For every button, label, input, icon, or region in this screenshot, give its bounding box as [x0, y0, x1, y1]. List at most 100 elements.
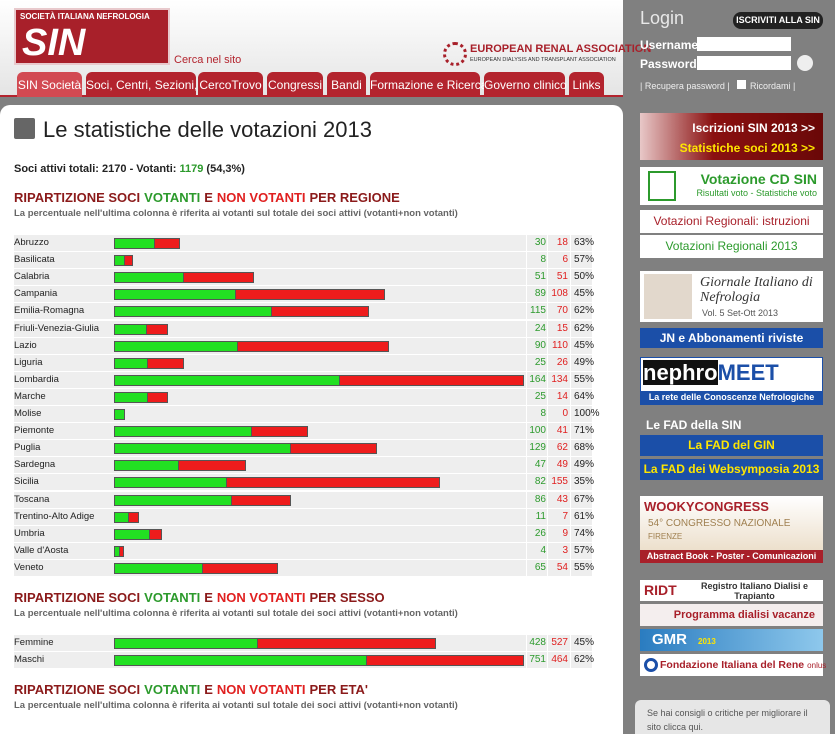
nav-tab[interactable]: Formazione e Ricerca [370, 72, 487, 97]
region-name: Umbria [14, 527, 45, 539]
era-title[interactable]: EUROPEAN RENAL ASSOCIATION [470, 43, 652, 55]
bar-non-voters [251, 426, 308, 438]
region-name: Lazio [14, 339, 37, 351]
bar-voters [114, 340, 238, 352]
nav-tab[interactable]: Bandi [327, 72, 366, 97]
voters-share: 45% [570, 635, 594, 651]
recover-link[interactable]: | Recupera password | [640, 81, 730, 91]
login-button[interactable] [797, 55, 813, 71]
heading-part: NON VOTANTI [216, 682, 306, 697]
recover-text: Recupera password [644, 81, 725, 91]
section-heading: RIPARTIZIONE SOCI VOTANTI E NON VOTANTI PER … [14, 682, 372, 697]
voters-share: 62% [570, 652, 594, 669]
nav-tab[interactable]: SIN Società [17, 72, 82, 97]
voters-share: 57% [570, 542, 594, 559]
voters-count: 82 [526, 474, 547, 491]
voters-count: 8 [526, 406, 547, 422]
remember-checkbox[interactable] [737, 80, 746, 89]
section-note: La percentuale nell'ultima colonna è rif… [14, 208, 458, 219]
bar-voters [114, 289, 237, 301]
region-name: Molise [14, 408, 42, 419]
banner-vacanze[interactable]: Programma dialisi vacanze [640, 604, 823, 626]
banner-regionali[interactable]: Votazioni Regionali 2013 [640, 235, 823, 258]
table-row: Sicilia 82 155 35% [14, 474, 594, 491]
banner-text: Iscrizioni SIN 2013 >> [692, 121, 815, 135]
non-voters-count: 54 [547, 559, 569, 576]
banner-text: FIRENZE [648, 532, 683, 541]
section-note: La percentuale nell'ultima colonna è rif… [14, 608, 458, 619]
bar-non-voters [258, 638, 437, 649]
nav-tab[interactable]: Congressi [267, 72, 323, 97]
banner-ridt[interactable]: RIDT Registro Italiano Dialisi e Trapian… [640, 580, 823, 601]
region-name: Piemonte [14, 425, 55, 437]
summary-label: Soci attivi totali: [14, 163, 99, 175]
summary-label: - Votanti: [129, 163, 177, 175]
banner-congress[interactable]: WOOKYCONGRESS 54° CONGRESSO NAZIONALE FI… [640, 496, 823, 563]
non-voters-count: 464 [547, 652, 569, 669]
bar-non-voters [237, 340, 390, 352]
table-row: Umbria 26 9 74% [14, 525, 594, 542]
voters-share: 68% [570, 440, 594, 457]
region-name: Basilicata [14, 254, 55, 266]
bar-non-voters [149, 528, 163, 540]
voters-share: 64% [570, 388, 594, 405]
voters-share: 50% [570, 269, 594, 286]
non-voters-count: 70 [547, 303, 569, 320]
username-input[interactable] [697, 37, 791, 51]
table-row: Puglia 129 62 68% [14, 440, 594, 457]
banner-fad[interactable]: La FAD dei Websymposia 2013 [640, 459, 823, 480]
heading-part: E [204, 190, 213, 205]
banner-gmr[interactable]: GMR 2013 [640, 629, 823, 651]
non-voters-count: 155 [547, 474, 569, 491]
nav-tab[interactable]: Links [569, 72, 604, 97]
region-name: Toscana [14, 493, 50, 505]
non-voters-count: 41 [547, 423, 569, 440]
section-heading: RIPARTIZIONE SOCI VOTANTI E NON VOTANTI PER … [14, 590, 389, 605]
banner-iscrizioni[interactable]: Iscrizioni SIN 2013 >> Statistiche soci … [640, 113, 823, 160]
bar-non-voters [178, 460, 247, 472]
bar-voters [114, 655, 368, 667]
nav-tab[interactable]: Governo clinico [484, 72, 567, 97]
voters-count: 25 [526, 354, 547, 371]
feedback-box: Se hai consigli o critiche per migliorar… [635, 700, 830, 734]
bar-voters [114, 443, 292, 455]
banner-istruzioni[interactable]: Votazioni Regionali: istruzioni [640, 210, 823, 233]
region-name: Campania [14, 288, 58, 300]
bar-non-voters [367, 655, 524, 667]
region-name: Lombardia [14, 373, 59, 385]
logo[interactable]: SOCIETÀ ITALIANA NEFROLOGIA SIN [14, 8, 170, 65]
heading-part: VOTANTI [144, 590, 201, 605]
bar-voters [114, 511, 130, 523]
banner-nephromeet[interactable]: nephroMEET La rete delle Conoscenze Nefr… [640, 357, 823, 405]
region-name: Veneto [14, 561, 44, 573]
bar-voters [114, 562, 204, 574]
banner-giornale[interactable]: Giornale Italiano di Nefrologia Vol. 5 S… [640, 271, 823, 322]
join-button[interactable]: ISCRIVITI ALLA SIN [733, 12, 823, 29]
banner-votazione[interactable]: Votazione CD SIN Risultati voto - Statis… [640, 167, 823, 205]
feedback-text[interactable]: Se hai consigli o critiche per migliorar… [647, 708, 808, 732]
era-icon [443, 42, 467, 66]
search-link[interactable]: Cerca nel sito [174, 54, 242, 66]
table-row: Emilia-Romagna 115 70 62% [14, 303, 594, 320]
nav-tab[interactable]: CercoTrovo [198, 72, 263, 97]
voters-count: 51 [526, 269, 547, 286]
banner-fad[interactable]: La FAD del GIN [640, 435, 823, 456]
bar-voters [114, 238, 156, 249]
voters-count: 428 [526, 635, 547, 651]
heading-part: RIPARTIZIONE SOCI [14, 682, 141, 697]
table-row: Femmine 428 527 45% [14, 635, 594, 651]
heading-part: VOTANTI [144, 682, 201, 697]
nav-tab[interactable]: Soci, Centri, Sezioni, GdS [86, 72, 225, 97]
voters-share: 55% [570, 559, 594, 576]
banner-fondazione[interactable]: Fondazione Italiana del Rene onlus [640, 654, 826, 676]
password-input[interactable] [697, 56, 791, 70]
login: Login ISCRIVITI ALLA SIN Username Passwo… [623, 0, 835, 100]
voters-count: 129 [526, 440, 547, 457]
table-row: Lombardia 164 134 55% [14, 371, 594, 388]
voters-count: 11 [526, 508, 547, 525]
banner-jn[interactable]: JN e Abbonamenti riviste [640, 328, 823, 348]
banner-text: Statistiche soci 2013 >> [679, 141, 815, 155]
voters-count: 90 [526, 337, 547, 354]
banner-text: Abstract Book - Poster - Comunicazioni [640, 550, 823, 563]
non-voters-count: 108 [547, 286, 569, 303]
